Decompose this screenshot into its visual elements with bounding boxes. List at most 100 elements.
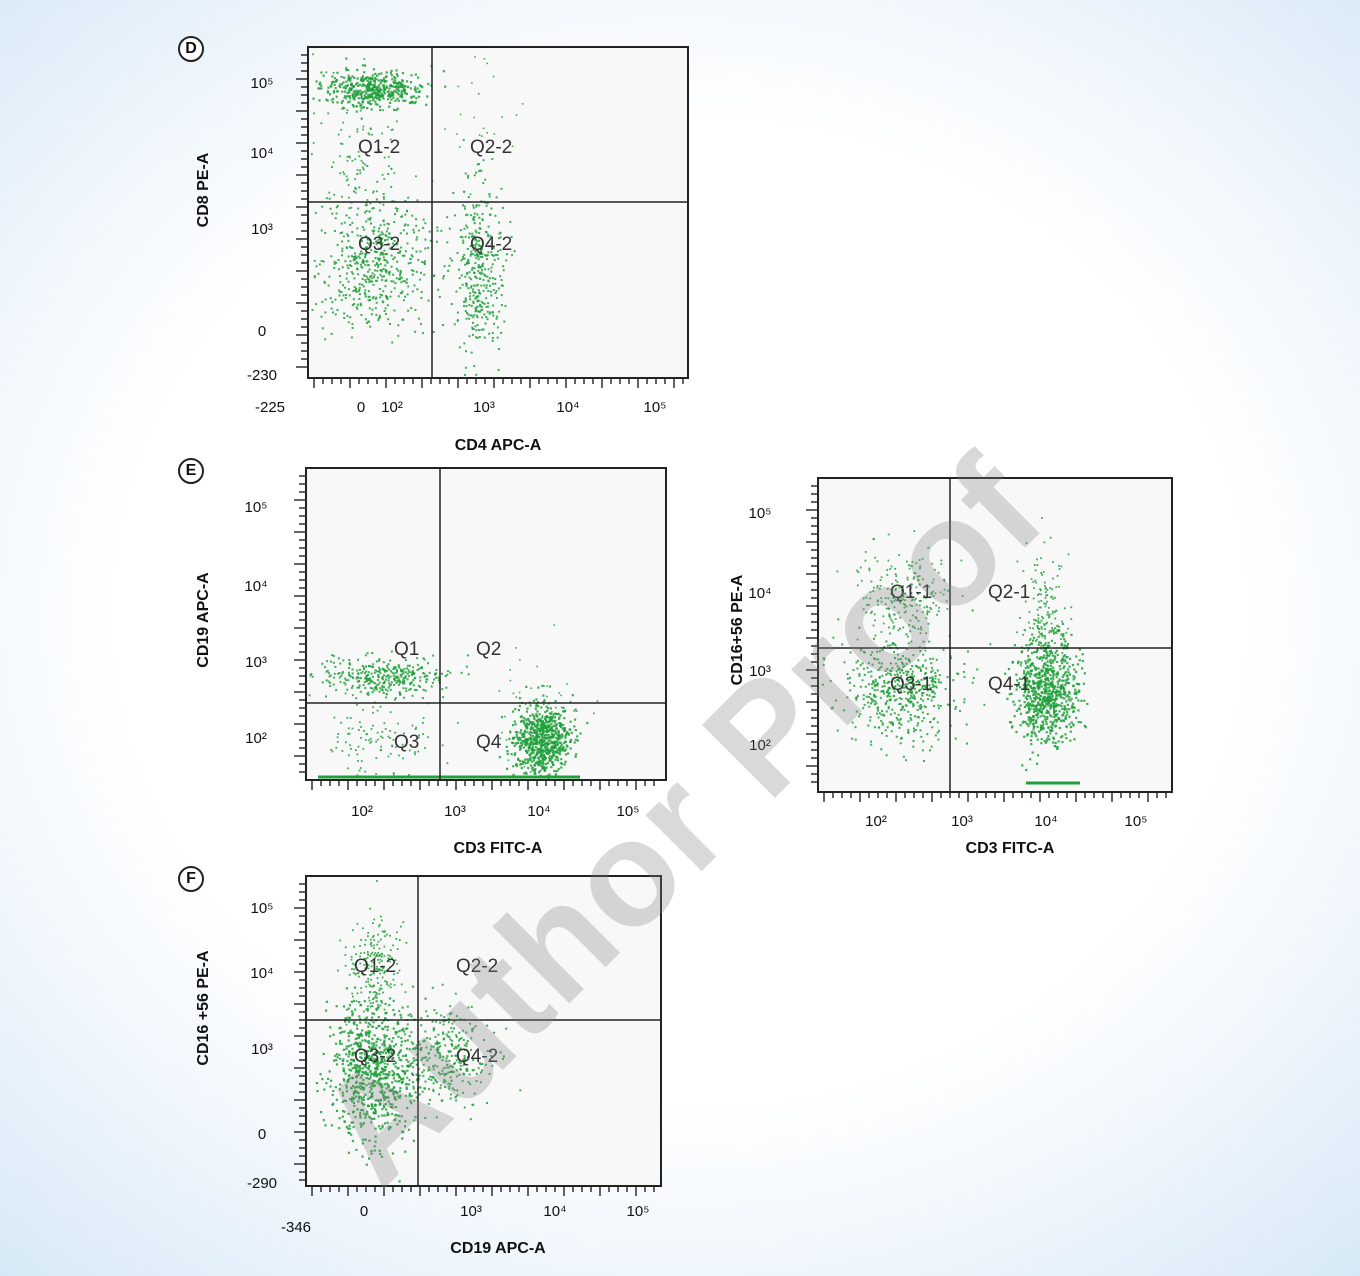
scatter-point [1029, 685, 1032, 688]
scatter-point [907, 720, 910, 723]
scatter-point [541, 764, 544, 767]
scatter-point [924, 686, 927, 688]
scatter-point [470, 214, 473, 217]
scatter-point [350, 84, 353, 87]
scatter-point [368, 133, 371, 136]
scatter-point [371, 951, 374, 954]
scatter-point [876, 600, 879, 603]
scatter-point [402, 677, 405, 680]
scatter-point [889, 568, 892, 570]
scatter-point [909, 701, 912, 704]
scatter-point [486, 201, 489, 204]
scatter-point [518, 739, 521, 742]
scatter-point [935, 604, 938, 607]
scatter-point [394, 90, 397, 93]
scatter-point [919, 666, 921, 669]
scatter-point [475, 329, 478, 332]
scatter-point [930, 593, 933, 596]
scatter-point [345, 97, 347, 100]
scatter-point [881, 732, 883, 735]
scatter-point [523, 729, 527, 732]
scatter-point [404, 85, 407, 88]
scatter-point [507, 759, 510, 761]
scatter-point [363, 274, 366, 277]
scatter-point [1052, 720, 1055, 723]
scatter-point [384, 264, 387, 267]
scatter-point [394, 1098, 398, 1101]
scatter-point [535, 741, 538, 744]
scatter-point [362, 77, 365, 80]
scatter-point [417, 736, 420, 739]
scatter-point [419, 250, 422, 253]
scatter-point [365, 220, 368, 223]
scatter-point [971, 681, 974, 684]
scatter-point [396, 85, 399, 89]
scatter-point [367, 270, 370, 273]
scatter-point [355, 83, 358, 86]
scatter-point [350, 206, 353, 209]
scatter-point [862, 698, 865, 701]
scatter-point [911, 696, 914, 699]
scatter-point [338, 85, 341, 87]
scatter-point [470, 304, 473, 307]
scatter-point [495, 297, 498, 299]
scatter-point [363, 681, 366, 684]
scatter-point [378, 314, 381, 317]
scatter-point [574, 755, 577, 758]
scatter-point [521, 740, 524, 743]
scatter-point [1048, 683, 1051, 686]
scatter-point [476, 240, 479, 243]
scatter-point [573, 741, 576, 744]
scatter-point [396, 207, 399, 210]
scatter-point [1070, 721, 1073, 724]
scatter-point [369, 299, 371, 301]
scatter-point [1045, 684, 1048, 687]
scatter-point [485, 254, 488, 257]
scatter-point [367, 671, 370, 674]
scatter-point [362, 285, 365, 288]
scatter-point [381, 736, 384, 739]
scatter-point [368, 1054, 371, 1058]
scatter-point [359, 952, 362, 955]
scatter-point [375, 301, 378, 304]
scatter-point [1063, 697, 1066, 700]
scatter-point [487, 233, 489, 236]
scatter-point [556, 712, 559, 716]
scatter-point [539, 738, 542, 740]
scatter-point [345, 57, 348, 60]
scatter-point [1048, 615, 1051, 618]
scatter-point [1027, 705, 1030, 708]
scatter-point [395, 82, 399, 85]
scatter-point [872, 624, 875, 627]
scatter-points [821, 517, 1089, 772]
scatter-point [391, 671, 394, 674]
scatter-point [1060, 565, 1063, 568]
scatter-point [1033, 700, 1036, 703]
scatter-point [901, 663, 904, 665]
scatter-point [339, 142, 342, 145]
scatter-point [339, 1083, 342, 1086]
scatter-point [364, 90, 367, 93]
scatter-point [334, 313, 337, 316]
scatter-point [559, 714, 562, 717]
scatter-point [318, 99, 321, 102]
scatter-point [1061, 719, 1064, 722]
scatter-point [883, 685, 886, 688]
scatter-point [478, 277, 481, 280]
scatter-point [1057, 694, 1060, 697]
scatter-point [344, 286, 347, 289]
scatter-point [318, 263, 321, 266]
quadrant-label: Q2-1 [988, 582, 1030, 603]
scatter-point [407, 196, 410, 199]
scatter-point [511, 145, 514, 147]
scatter-point [552, 735, 555, 738]
scatter-point [468, 295, 471, 298]
scatter-point [355, 967, 358, 969]
scatter-point [436, 229, 439, 232]
scatter-point [365, 985, 367, 988]
scatter-point [1056, 680, 1059, 683]
scatter-point [1025, 677, 1028, 680]
scatter-point [920, 628, 923, 631]
scatter-point [1080, 699, 1083, 702]
scatter-point [560, 766, 563, 769]
